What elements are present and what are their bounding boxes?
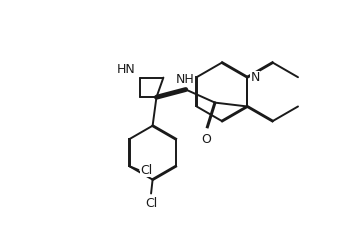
Text: Cl: Cl [145,197,157,210]
Text: O: O [201,133,211,146]
Text: Cl: Cl [140,164,152,177]
Text: NH: NH [176,73,194,86]
Text: HN: HN [117,63,136,76]
Text: N: N [250,71,260,84]
